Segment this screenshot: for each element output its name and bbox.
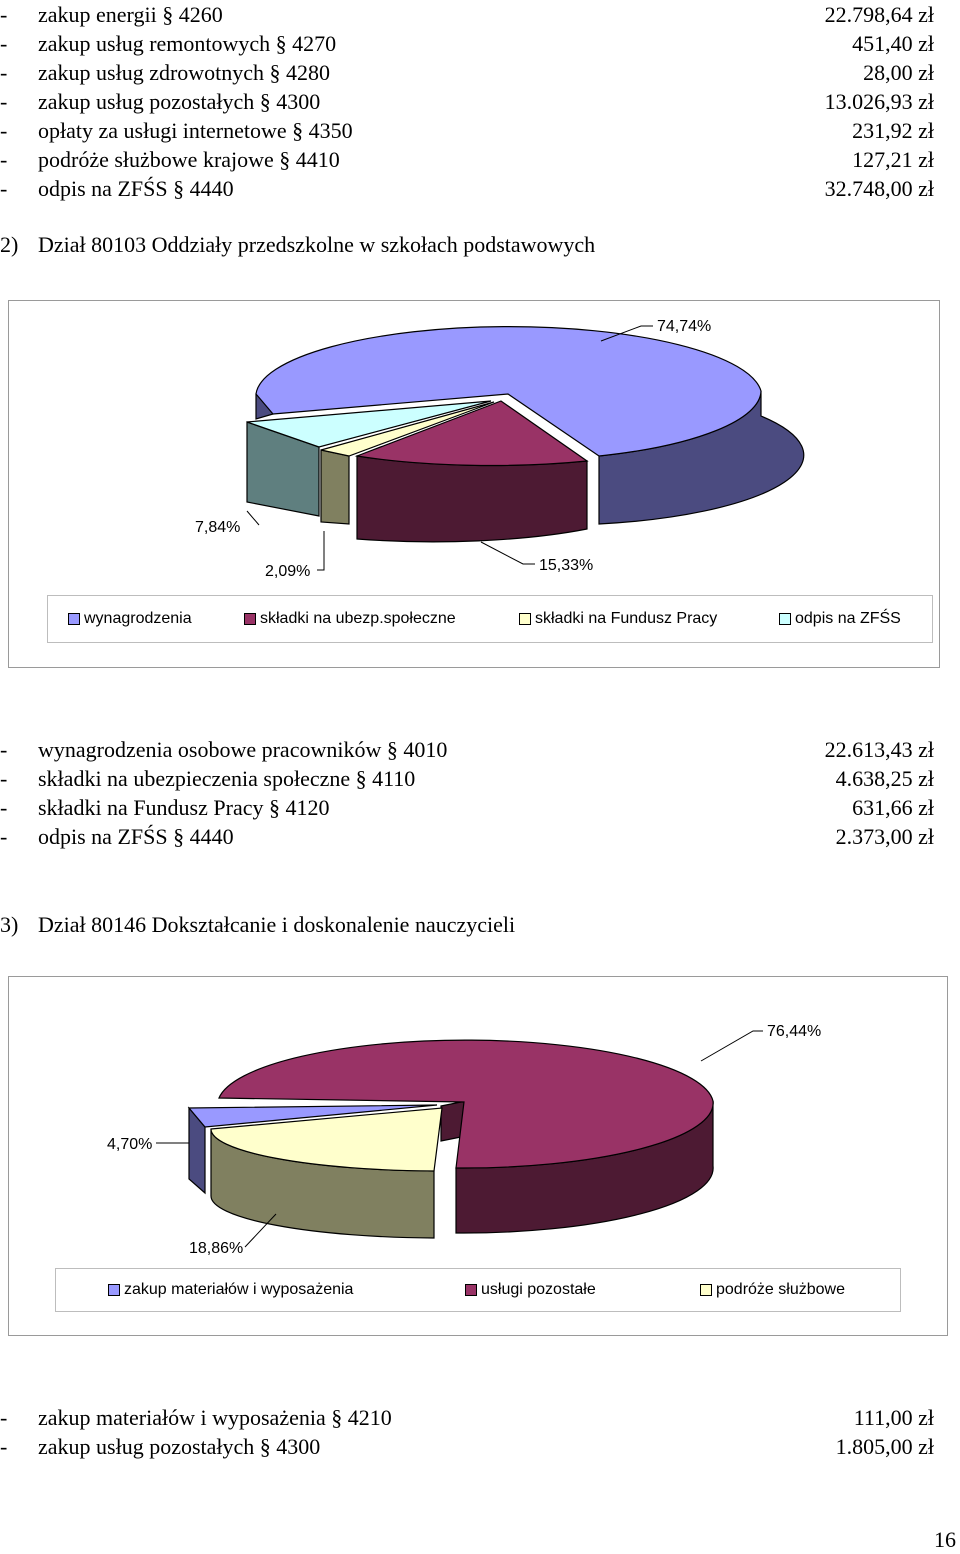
- item-label: odpis na ZFŚS § 4440: [38, 824, 234, 849]
- list-item: - zakup usług pozostałych § 4300 1.805,00 …: [0, 1434, 934, 1459]
- data-label: 74,74%: [657, 318, 711, 335]
- item-label: zakup usług pozostałych § 4300: [38, 1434, 321, 1459]
- item-label: składki na ubezpieczenia społeczne § 411…: [38, 766, 416, 791]
- item-label: zakup usług remontowych § 4270: [38, 31, 337, 56]
- legend-item: podróże służbowe: [700, 1269, 845, 1311]
- list-item: - opłaty za usługi internetowe § 4350 231,…: [0, 118, 934, 143]
- item-amount: 4.638,25 zł: [835, 766, 934, 791]
- legend-item: składki na Fundusz Pracy: [519, 596, 717, 642]
- leader-line: [600, 325, 653, 342]
- section-title: Dział 80103 Oddziały przedszkolne w szko…: [38, 232, 596, 257]
- item-amount: 231,92 zł: [852, 118, 934, 143]
- item-amount: 22.798,64 zł: [824, 2, 934, 27]
- item-label: podróże służbowe krajowe § 4410: [38, 147, 340, 172]
- item-amount: 22.613,43 zł: [824, 737, 934, 762]
- item-amount: 13.026,93 zł: [824, 89, 934, 114]
- item-label: odpis na ZFŚS § 4440: [38, 176, 234, 201]
- legend-swatch: [779, 613, 791, 625]
- pie-slice-side-fundusz-pracy: [320, 449, 350, 525]
- section-title: Dział 80146 Dokształcanie i doskonalenie…: [38, 912, 516, 937]
- pie-chart-1-svg: 74,74% 7,84% 2,09% 15,33%: [195, 318, 805, 580]
- data-label: 76,44%: [767, 1023, 821, 1040]
- pie-slice-podroze: [210, 1107, 443, 1172]
- pie-slice-materialy: [187, 1104, 438, 1128]
- legend-label: podróże służbowe: [716, 1281, 845, 1298]
- item-amount: 32.748,00 zł: [824, 176, 934, 201]
- pie-slice-odpis-zfss: [246, 400, 492, 448]
- legend-swatch: [700, 1284, 712, 1296]
- list-item: - zakup usług remontowych § 4270 451,40 zł: [0, 31, 934, 56]
- item-label: zakup usług zdrowotnych § 4280: [38, 60, 331, 85]
- leader-line: [317, 531, 325, 571]
- list-item: - zakup energii § 4260 22.798,64 zł: [0, 2, 934, 27]
- pie-chart-section-2: 74,74% 7,84% 2,09% 15,33% wynagrodzenia …: [8, 300, 940, 668]
- data-label: 15,33%: [539, 557, 593, 574]
- item-label: wynagrodzenia osobowe pracowników § 4010: [38, 737, 448, 762]
- pie-slice-side-skladki: [356, 455, 588, 543]
- chart-legend: wynagrodzenia składki na ubezp.społeczne…: [47, 595, 933, 643]
- item-label: zakup energii § 4260: [38, 2, 223, 27]
- legend-item: wynagrodzenia: [68, 596, 192, 642]
- list-item: - zakup usług pozostałych § 4300 13.026,93…: [0, 89, 934, 114]
- legend-item: odpis na ZFŚS: [779, 596, 901, 642]
- section-number: 3): [0, 912, 19, 937]
- pie-slice-fundusz-pracy: [320, 401, 495, 457]
- item-amount: 127,21 zł: [852, 147, 934, 172]
- pie-chart-section-3: 76,44% 4,70% 18,86% zakup materiałów i w…: [8, 976, 948, 1336]
- legend-item: składki na ubezp.społeczne: [244, 596, 456, 642]
- leader-line: [244, 1213, 277, 1248]
- list-item: - podróże służbowe krajowe § 4410 127,21 z…: [0, 147, 934, 172]
- list-item: - odpis na ZFŚS § 4440 2.373,00 zł: [0, 824, 934, 849]
- item-amount: 451,40 zł: [852, 31, 934, 56]
- leader-line: [700, 1030, 763, 1062]
- pie-slice-uslugi-pozostale: [218, 1039, 714, 1169]
- list-item: - odpis na ZFŚS § 4440 32.748,00 zł: [0, 176, 934, 201]
- legend-label: składki na ubezp.społeczne: [260, 610, 456, 627]
- item-label: składki na Fundusz Pracy § 4120: [38, 795, 330, 820]
- pie-chart-2-svg: 76,44% 4,70% 18,86%: [107, 1023, 821, 1257]
- legend-swatch: [108, 1284, 120, 1296]
- list-item: - zakup materiałów i wyposażenia § 4210 11…: [0, 1405, 934, 1430]
- item-label: zakup materiałów i wyposażenia § 4210: [38, 1405, 392, 1430]
- legend-swatch: [244, 613, 256, 625]
- section-number: 2): [0, 232, 19, 257]
- item-amount: 631,66 zł: [852, 795, 934, 820]
- legend-swatch: [465, 1284, 477, 1296]
- page-number: 16: [934, 1527, 956, 1552]
- legend-swatch: [68, 613, 80, 625]
- item-amount: 111,00 zł: [853, 1405, 934, 1430]
- item-label: opłaty za usługi internetowe § 4350: [38, 118, 353, 143]
- pie-slice-skladki: [354, 400, 589, 467]
- item-amount: 28,00 zł: [863, 60, 934, 85]
- legend-label: składki na Fundusz Pracy: [535, 610, 718, 627]
- legend-item: usługi pozostałe: [465, 1269, 596, 1311]
- pie-slice-wynagrodzenia: [255, 326, 762, 457]
- list-item: - składki na Fundusz Pracy § 4120 631,66 z…: [0, 795, 934, 820]
- chart-legend: zakup materiałów i wyposażenia usługi po…: [55, 1268, 901, 1312]
- data-label: 7,84%: [195, 519, 240, 536]
- leader-line: [480, 541, 535, 565]
- legend-item: zakup materiałów i wyposażenia: [108, 1269, 353, 1311]
- list-item: - składki na ubezpieczenia społeczne § 41…: [0, 766, 934, 791]
- data-label: 2,09%: [265, 563, 310, 580]
- legend-label: wynagrodzenia: [84, 610, 192, 627]
- legend-label: odpis na ZFŚS: [795, 610, 901, 627]
- list-item: - zakup usług zdrowotnych § 4280 28,00 zł: [0, 60, 934, 85]
- legend-label: zakup materiałów i wyposażenia: [124, 1281, 354, 1298]
- item-amount: 1.805,00 zł: [835, 1434, 934, 1459]
- legend-swatch: [519, 613, 531, 625]
- item-label: zakup usług pozostałych § 4300: [38, 89, 321, 114]
- item-amount: 2.373,00 zł: [835, 824, 934, 849]
- data-label: 18,86%: [189, 1240, 243, 1257]
- leader-line: [246, 510, 260, 526]
- legend-label: usługi pozostałe: [481, 1281, 596, 1298]
- data-label: 4,70%: [107, 1136, 152, 1153]
- list-item: - wynagrodzenia osobowe pracowników § 401…: [0, 737, 934, 762]
